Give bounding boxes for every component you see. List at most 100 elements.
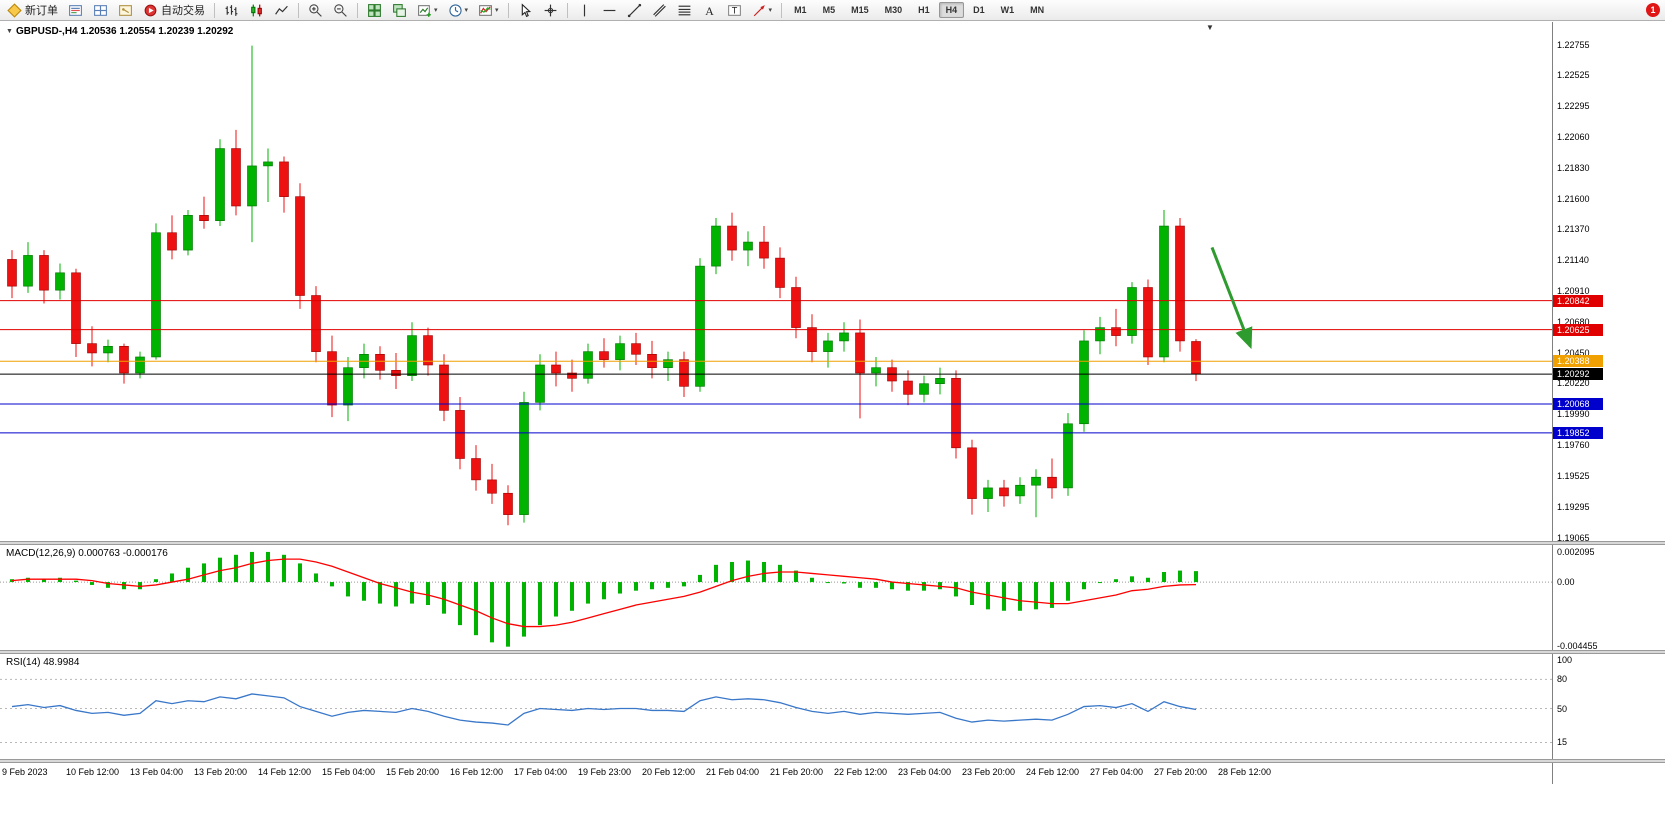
time-axis-label: 24 Feb 12:00	[1026, 767, 1080, 777]
timeframe-m5[interactable]: M5	[822, 5, 836, 15]
rsi-axis-label: 50	[1557, 703, 1568, 714]
data-window-button[interactable]	[89, 0, 112, 20]
time-axis-label: 19 Feb 23:00	[578, 767, 632, 777]
cursor-button[interactable]	[514, 0, 537, 20]
time-axis-label: 23 Feb 20:00	[962, 767, 1016, 777]
time-axis-label: 13 Feb 04:00	[130, 767, 184, 777]
indicators-button[interactable]: ▾	[474, 0, 503, 20]
toolbar-separator	[781, 2, 783, 18]
time-axis-label: 21 Feb 20:00	[770, 767, 824, 777]
time-axis-label: 14 Feb 12:00	[258, 767, 312, 777]
data-window-icon	[93, 3, 108, 18]
crosshair-button[interactable]	[539, 0, 562, 20]
candlestick-icon	[249, 3, 264, 18]
rsi-axis-label: 80	[1557, 674, 1568, 685]
autotrading-button[interactable]: 自动交易	[139, 0, 209, 20]
chevron-down-icon: ▾	[768, 7, 773, 14]
time-axis-label: 15 Feb 20:00	[386, 767, 440, 777]
chart-collapse-icon[interactable]: ▼	[6, 28, 13, 35]
svg-text:A: A	[705, 4, 714, 17]
time-axis-label: 23 Feb 04:00	[898, 767, 952, 777]
tile-windows-button[interactable]	[363, 0, 386, 20]
price-axis-label: 1.20910	[1557, 286, 1590, 296]
panel-splitter[interactable]	[0, 650, 1665, 654]
price-axis-label: 1.19990	[1557, 409, 1590, 420]
price-axis-label: 1.22755	[1557, 39, 1590, 50]
navigator-button[interactable]	[114, 0, 137, 20]
trendline-button[interactable]	[623, 0, 646, 20]
price-tag-resistance: 1.20625	[1553, 323, 1603, 336]
fibonacci-button[interactable]	[673, 0, 696, 20]
time-axis-label: 9 Feb 2023	[2, 767, 48, 777]
candlestick-series	[7, 45, 1201, 526]
timeframe-m1[interactable]: M1	[794, 5, 807, 15]
panel-splitter[interactable]	[0, 759, 1665, 763]
timeframe-mn[interactable]: MN	[1030, 5, 1045, 15]
price-axis-label: 1.19525	[1557, 470, 1590, 481]
price-axis-label: 1.21600	[1557, 193, 1590, 204]
timeframe-w1[interactable]: W1	[1000, 5, 1015, 15]
indicators-icon	[478, 3, 493, 18]
autotrading-button-label: 自动交易	[161, 5, 205, 17]
time-axis[interactable]	[0, 763, 1552, 784]
crosshair-icon	[543, 3, 558, 18]
timeframe-m30[interactable]: M30	[884, 5, 903, 15]
fibonacci-icon	[677, 3, 692, 18]
macd-label: MACD(12,26,9) 0.000763 -0.000176	[6, 548, 168, 559]
new-order-button[interactable]: 新订单	[3, 0, 62, 20]
cursor-icon	[518, 2, 533, 18]
price-axis-label: 1.19065	[1557, 532, 1590, 543]
label-tool-button[interactable]: T	[723, 0, 746, 20]
timeframe-m15[interactable]: M15	[851, 5, 869, 15]
notification-badge[interactable]: 1	[1646, 3, 1660, 17]
toolbar-separator	[566, 2, 568, 18]
zoom-in-icon	[308, 3, 323, 18]
macd-axis-label: 0.00	[1557, 577, 1575, 588]
trendline-icon	[627, 3, 642, 18]
panel-splitter[interactable]	[0, 541, 1665, 545]
timeframe-h4[interactable]: H4	[938, 2, 965, 18]
rsi-axis-label: 15	[1557, 737, 1568, 748]
zoom-out-button[interactable]	[329, 0, 352, 20]
bar-chart-button[interactable]	[220, 0, 243, 20]
timeframe-h1[interactable]: H1	[918, 5, 930, 15]
macd-signal-line	[11, 558, 1197, 628]
time-axis-label: 22 Feb 12:00	[834, 767, 888, 777]
new-chart-button[interactable]: ▾	[413, 0, 442, 20]
vertical-line-button[interactable]	[573, 0, 596, 20]
main-chart[interactable]	[0, 22, 1553, 545]
zoom-in-button[interactable]	[304, 0, 327, 20]
cascade-windows-button[interactable]	[388, 0, 411, 20]
tile-windows-icon	[367, 3, 382, 18]
macd-panel[interactable]	[0, 545, 1553, 650]
candlestick-chart-button[interactable]	[245, 0, 268, 20]
rsi-panel[interactable]	[0, 654, 1553, 759]
bar-chart-icon	[224, 3, 239, 18]
autotrading-icon	[143, 3, 158, 18]
toolbar-separator	[357, 2, 358, 18]
rsi-label: RSI(14) 48.9984	[6, 657, 80, 668]
macd-axis-label: -0.004455	[1557, 641, 1598, 651]
market-watch-icon	[68, 3, 83, 18]
chart-shift-marker: ▼	[1206, 23, 1214, 32]
arrows-button[interactable]: ▾	[748, 0, 777, 20]
price-axis-label: 1.19295	[1557, 501, 1590, 512]
chevron-down-icon: ▾	[495, 7, 499, 14]
bottom-spacer	[0, 784, 1665, 837]
periods-button[interactable]: ▾	[444, 0, 473, 20]
down-arrow-annotation[interactable]	[1210, 246, 1253, 350]
time-axis-label: 16 Feb 12:00	[450, 767, 504, 777]
channel-button[interactable]	[648, 0, 671, 20]
chevron-down-icon: ▾	[464, 7, 469, 14]
time-axis-label: 13 Feb 20:00	[194, 767, 248, 777]
toolbar: 新订单 自动交易 ▾ ▾ ▾ A T ▾ M1 M5 M15 M30 H1 H4 D1 W1 MN	[0, 0, 1665, 21]
time-axis-label: 21 Feb 04:00	[706, 767, 760, 777]
market-watch-button[interactable]	[64, 0, 87, 20]
horizontal-line-button[interactable]	[598, 0, 621, 20]
time-axis-label: 20 Feb 12:00	[642, 767, 696, 777]
vline-icon	[577, 3, 592, 18]
line-chart-button[interactable]	[270, 0, 293, 20]
timeframe-d1[interactable]: D1	[973, 5, 985, 15]
text-tool-button[interactable]: A	[698, 0, 721, 20]
toolbar-separator	[298, 2, 299, 18]
